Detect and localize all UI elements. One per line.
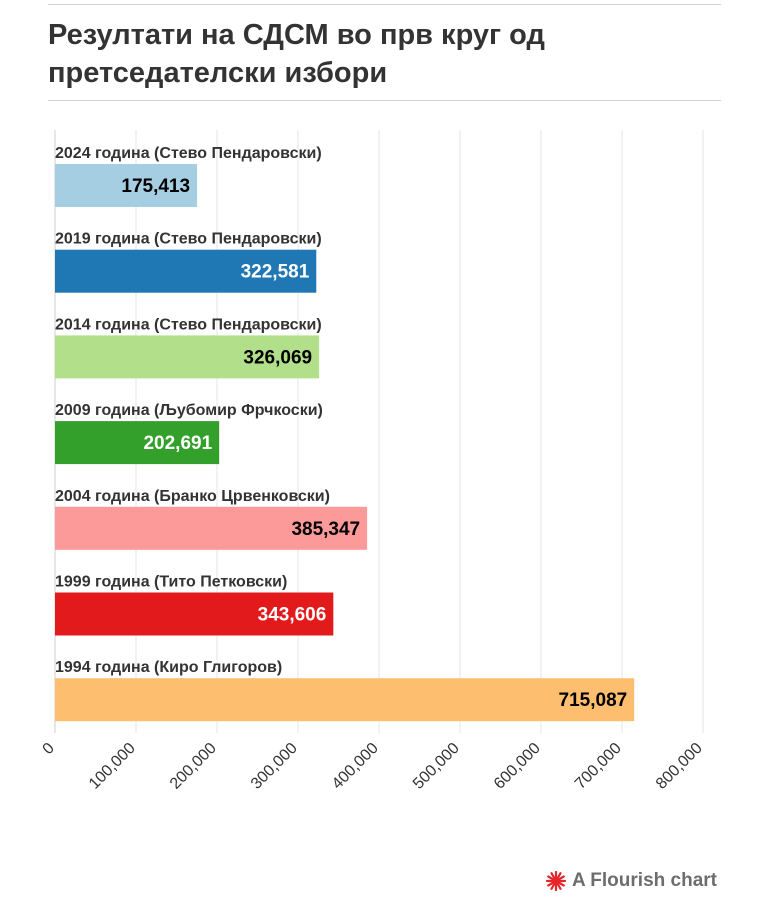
bar <box>55 592 334 636</box>
bar-value-label: 715,087 <box>559 690 628 711</box>
x-tick-label: 800,000 <box>653 740 706 793</box>
bar-value-label: 175,413 <box>121 176 190 197</box>
category-label: 2004 година (Бранко Црвенковски) <box>55 488 330 505</box>
bar <box>55 506 368 550</box>
title-divider <box>48 100 721 101</box>
bar <box>55 421 220 465</box>
flourish-credit[interactable]: A Flourish chart <box>546 870 717 892</box>
bar <box>55 678 635 722</box>
x-tick-label: 300,000 <box>248 740 301 793</box>
flourish-logo-icon <box>546 871 566 891</box>
category-label: 2009 година (Љубомир Фрчкоски) <box>55 402 323 419</box>
chart-title: Резултати на СДСМ во прв круг од претсед… <box>48 19 545 89</box>
bar <box>55 335 320 379</box>
bar-value-label: 202,691 <box>143 433 212 454</box>
x-tick-label: 400,000 <box>329 740 382 793</box>
bar-chart: 2024 година (Стево Пендаровски) 175,413 20… <box>40 130 706 793</box>
bar <box>55 164 198 207</box>
x-tick-label: 100,000 <box>86 740 139 793</box>
bar-value-label: 385,347 <box>291 519 360 540</box>
x-tick-label: 700,000 <box>572 740 625 793</box>
bar-value-label: 322,581 <box>241 262 310 283</box>
bar <box>55 249 317 293</box>
category-label: 1999 година (Тито Петковски) <box>55 574 287 591</box>
x-tick-label: 0 <box>40 740 58 758</box>
flourish-credit-label: A Flourish chart <box>572 870 717 891</box>
x-tick-label: 600,000 <box>491 740 544 793</box>
x-tick-label: 500,000 <box>410 740 463 793</box>
bar-value-label: 343,606 <box>258 605 327 626</box>
category-label: 2019 година (Стево Пендаровски) <box>55 231 322 248</box>
x-tick-label: 200,000 <box>167 740 220 793</box>
category-label: 2024 година (Стево Пендаровски) <box>55 145 322 162</box>
bar-value-label: 326,069 <box>243 347 312 368</box>
category-label: 2014 година (Стево Пендаровски) <box>55 316 322 333</box>
top-divider <box>48 4 721 5</box>
category-label: 1994 година (Киро Глигоров) <box>55 659 282 676</box>
